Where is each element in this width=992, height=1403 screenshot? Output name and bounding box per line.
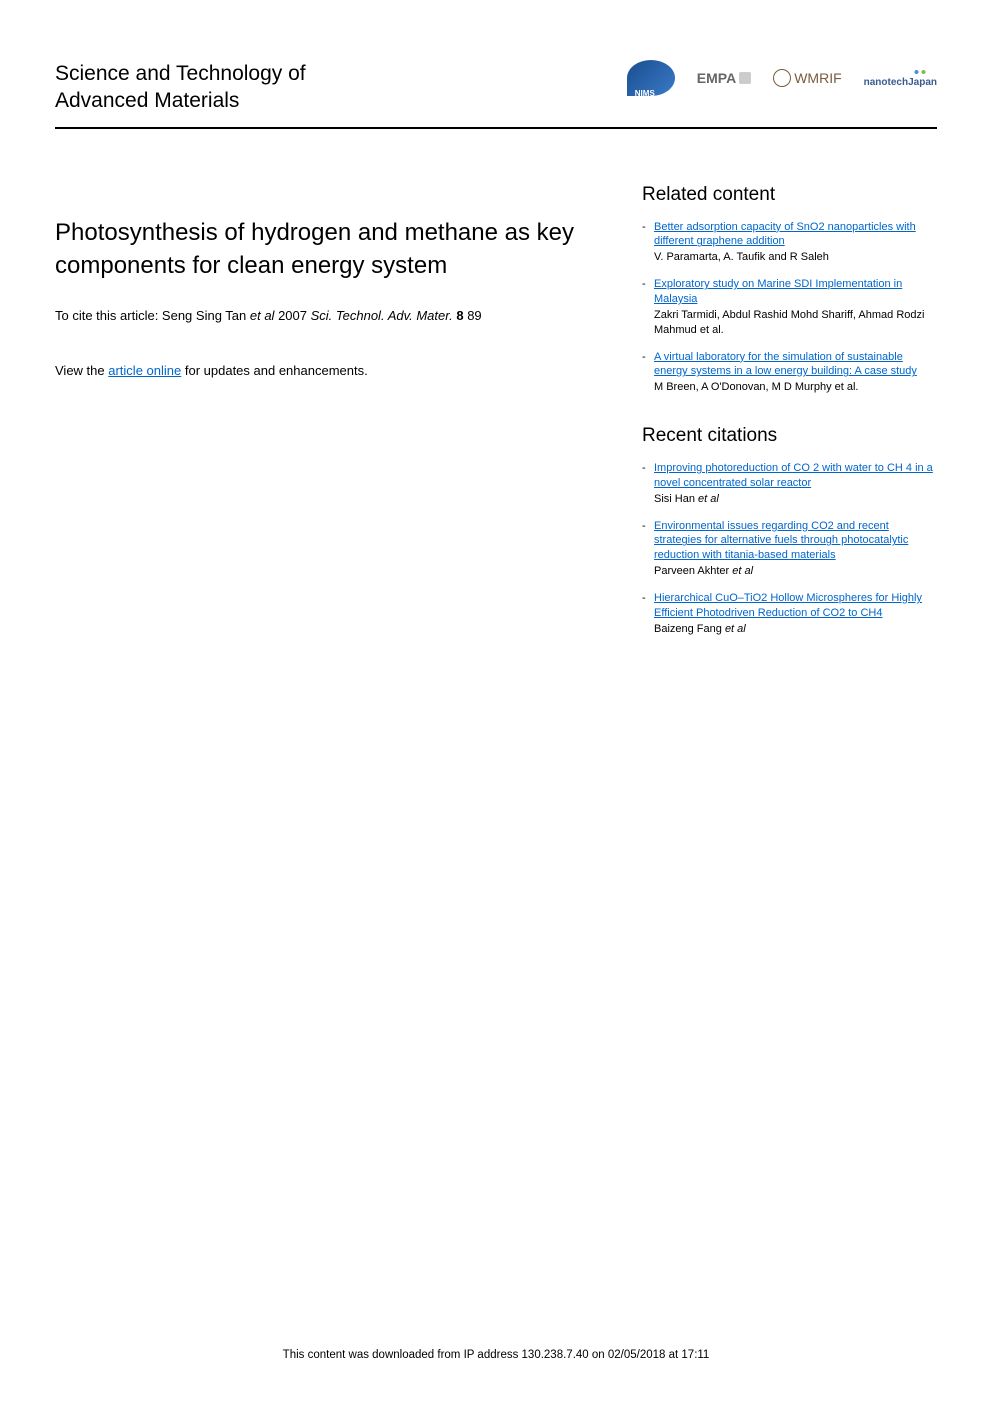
- related-authors: M Breen, A O'Donovan, M D Murphy et al.: [654, 380, 937, 395]
- related-authors: V. Paramarta, A. Taufik and R Saleh: [654, 250, 937, 265]
- citation-authors: Parveen Akhter et al: [654, 564, 937, 579]
- related-link[interactable]: Exploratory study on Marine SDI Implemen…: [654, 278, 902, 305]
- view-article-text: View the article online for updates and …: [55, 363, 612, 378]
- article-title: Photosynthesis of hydrogen and methane a…: [55, 216, 612, 283]
- wmrif-logo: WMRIF: [773, 69, 841, 87]
- article-section: Photosynthesis of hydrogen and methane a…: [55, 184, 612, 667]
- citation-link[interactable]: Improving photoreduction of CO 2 with wa…: [654, 462, 933, 489]
- citation-link[interactable]: Hierarchical CuO–TiO2 Hollow Microsphere…: [654, 592, 922, 619]
- related-authors: Zakri Tarmidi, Abdul Rashid Mohd Shariff…: [654, 308, 937, 338]
- download-footer: This content was downloaded from IP addr…: [0, 1349, 992, 1361]
- nanotech-japan-logo: nanotechJapan: [864, 69, 937, 88]
- journal-title-line1: Science and Technology of: [55, 60, 306, 87]
- empa-logo: EMPA: [697, 70, 751, 86]
- related-item: A virtual laboratory for the simulation …: [642, 350, 937, 396]
- related-item: Better adsorption capacity of SnO2 nanop…: [642, 220, 937, 266]
- nims-logo: [627, 60, 675, 96]
- citation-item: Improving photoreduction of CO 2 with wa…: [642, 461, 937, 507]
- article-online-link[interactable]: article online: [108, 363, 181, 378]
- journal-title: Science and Technology of Advanced Mater…: [55, 60, 306, 115]
- citation-item: Environmental issues regarding CO2 and r…: [642, 519, 937, 579]
- related-item: Exploratory study on Marine SDI Implemen…: [642, 277, 937, 337]
- recent-citations-heading: Recent citations: [642, 425, 937, 447]
- citation-item: Hierarchical CuO–TiO2 Hollow Microsphere…: [642, 591, 937, 637]
- citation-volume: 8: [453, 308, 467, 323]
- citation-prefix: To cite this article: Seng Sing Tan: [55, 308, 250, 323]
- related-content-heading: Related content: [642, 184, 937, 206]
- main-content: Photosynthesis of hydrogen and methane a…: [55, 184, 937, 667]
- related-link[interactable]: A virtual laboratory for the simulation …: [654, 351, 917, 378]
- citation-etal: et al: [250, 308, 275, 323]
- citation-authors: Sisi Han et al: [654, 492, 937, 507]
- partner-logos: EMPA WMRIF nanotechJapan: [627, 60, 937, 96]
- citation-page: 89: [467, 308, 481, 323]
- journal-title-line2: Advanced Materials: [55, 87, 306, 114]
- citation-year: 2007: [274, 308, 310, 323]
- view-prefix: View the: [55, 363, 108, 378]
- citation-text: To cite this article: Seng Sing Tan et a…: [55, 308, 612, 323]
- related-content-list: Better adsorption capacity of SnO2 nanop…: [642, 220, 937, 395]
- citation-link[interactable]: Environmental issues regarding CO2 and r…: [654, 520, 908, 562]
- sidebar: Related content Better adsorption capaci…: [642, 184, 937, 667]
- page-header: Science and Technology of Advanced Mater…: [55, 60, 937, 129]
- citation-authors: Baizeng Fang et al: [654, 622, 937, 637]
- related-link[interactable]: Better adsorption capacity of SnO2 nanop…: [654, 221, 916, 248]
- recent-citations-list: Improving photoreduction of CO 2 with wa…: [642, 461, 937, 636]
- view-suffix: for updates and enhancements.: [181, 363, 367, 378]
- citation-journal: Sci. Technol. Adv. Mater.: [311, 308, 453, 323]
